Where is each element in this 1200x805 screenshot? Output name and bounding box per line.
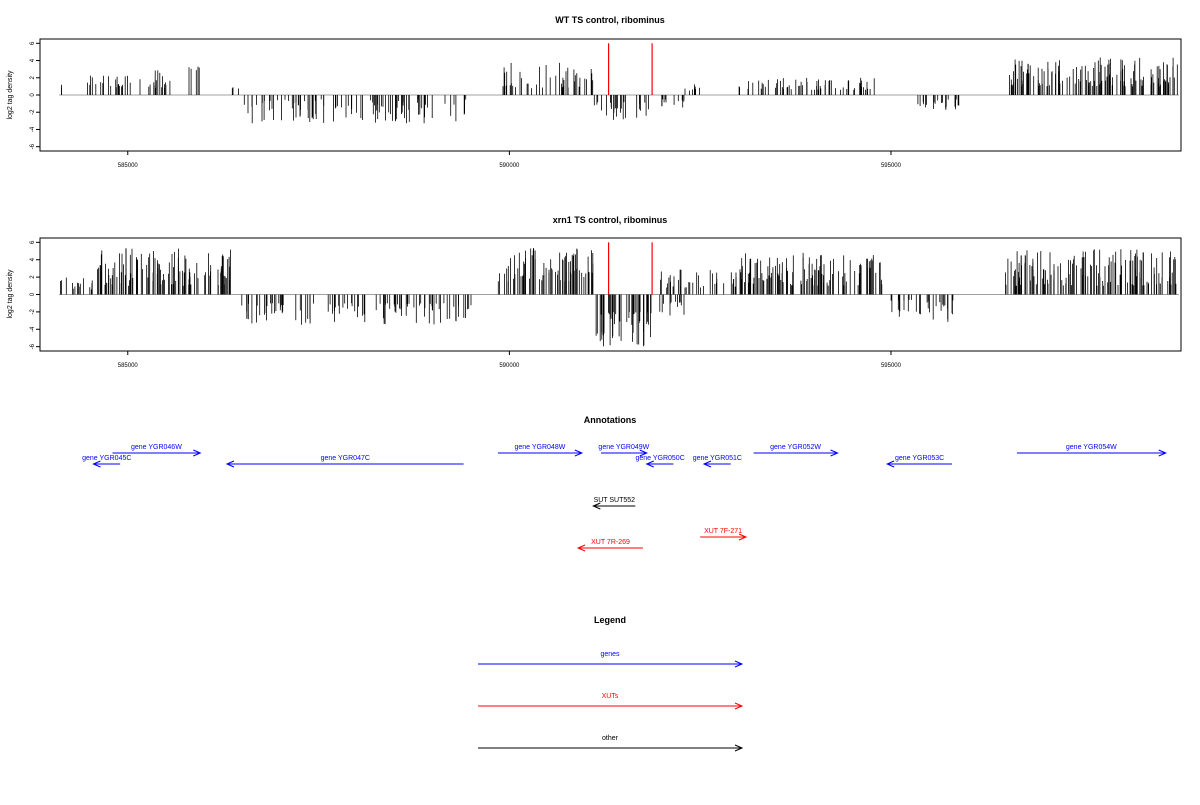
wt-y-ticks: -6 -4 -2 0 2 4 6 [30,41,40,149]
wt-y-tick-label: -6 [30,143,36,149]
wt-y-tick-label: 6 [30,41,36,45]
annotation-arrow [700,533,748,541]
annotation-label: gene YGR046W [131,444,182,451]
wt-y-tick-label: -4 [30,126,36,132]
annotation-arrow [753,449,839,457]
annotation-label: gene YGR053C [895,455,944,462]
legend-title: Legend [594,615,626,625]
wt-y-tick-label: 4 [30,58,36,62]
annotation-label: gene YGR052W [770,444,821,451]
wt-highlight-lines [607,43,653,95]
wt-density-bars [59,57,1179,124]
xrn1-y-tick-label: 0 [30,292,36,296]
legend-arrow [478,744,744,752]
wt-y-tick-label: -2 [30,109,36,115]
annotation-label: SUT SUT552 [594,497,636,504]
legend-arrow [478,660,744,668]
annotation-arrow [885,460,953,468]
annotation-arrow [702,460,731,468]
legend-label: other [602,735,619,742]
annotation-label: XUT 7R-269 [591,539,630,546]
xrn1-density-bars [59,248,1179,347]
wt-y-axis-label: log2 tag density [7,70,14,120]
xrn1-y-axis-label: log2 tag density [7,269,14,319]
annotation-label: gene YGR054W [1066,444,1117,451]
legend-label: XUTs [602,693,619,700]
legend-panel: Legend genes XUTs other [478,615,744,752]
xrn1-density-panel: xrn1 TS control, ribominus log2 tag dens… [7,215,1182,369]
xrn1-x-tick-label: 585000 [118,363,139,369]
annotation-arrow [225,460,464,468]
annotation-arrow [112,449,202,457]
wt-y-tick-label: 0 [30,93,36,97]
annotation-label: gene YGR047C [321,455,370,462]
xrn1-y-tick-label: -2 [30,309,36,315]
wt-density-panel: WT TS control, ribominus log2 tag densit… [7,15,1182,169]
xrn1-panel-title: xrn1 TS control, ribominus [553,215,668,225]
annotation-arrow [600,449,649,457]
wt-panel-title: WT TS control, ribominus [555,15,665,25]
xrn1-y-tick-label: -6 [30,343,36,349]
xrn1-y-tick-label: -4 [30,326,36,332]
legend-items: genes XUTs other [478,651,744,752]
legend-arrow [478,702,744,710]
xrn1-y-ticks: -6 -4 -2 0 2 4 6 [30,240,40,349]
wt-x-tick-label: 590000 [499,163,520,169]
annotation-arrow [645,460,674,468]
wt-y-tick-label: 2 [30,75,36,79]
legend-label: genes [600,651,620,658]
wt-x-ticks: 585000 590000 595000 [118,151,902,169]
wt-x-tick-label: 595000 [881,163,902,169]
annotation-arrow [576,544,643,552]
xrn1-x-ticks: 585000 590000 595000 [118,351,902,369]
xrn1-x-tick-label: 590000 [499,363,520,369]
xrn1-y-tick-label: 4 [30,257,36,261]
annotation-arrow [592,502,636,510]
wt-x-tick-label: 585000 [118,163,139,169]
annotation-label: XUT 7F-271 [704,528,742,535]
annotation-label: gene YGR051C [693,455,742,462]
annotations-title: Annotations [584,415,637,425]
xrn1-y-tick-label: 2 [30,275,36,279]
annotation-label: gene YGR045C [82,455,131,462]
annotation-arrow [1016,449,1168,457]
xrn1-y-tick-label: 6 [30,240,36,244]
xrn1-highlight-lines [607,242,653,295]
annotation-arrow [92,460,121,468]
annotation-label: gene YGR049W [598,444,649,451]
annotation-label: gene YGR048W [514,444,565,451]
annotation-arrow [497,449,584,457]
annotation-label: gene YGR050C [635,455,684,462]
xrn1-x-tick-label: 595000 [881,363,902,369]
